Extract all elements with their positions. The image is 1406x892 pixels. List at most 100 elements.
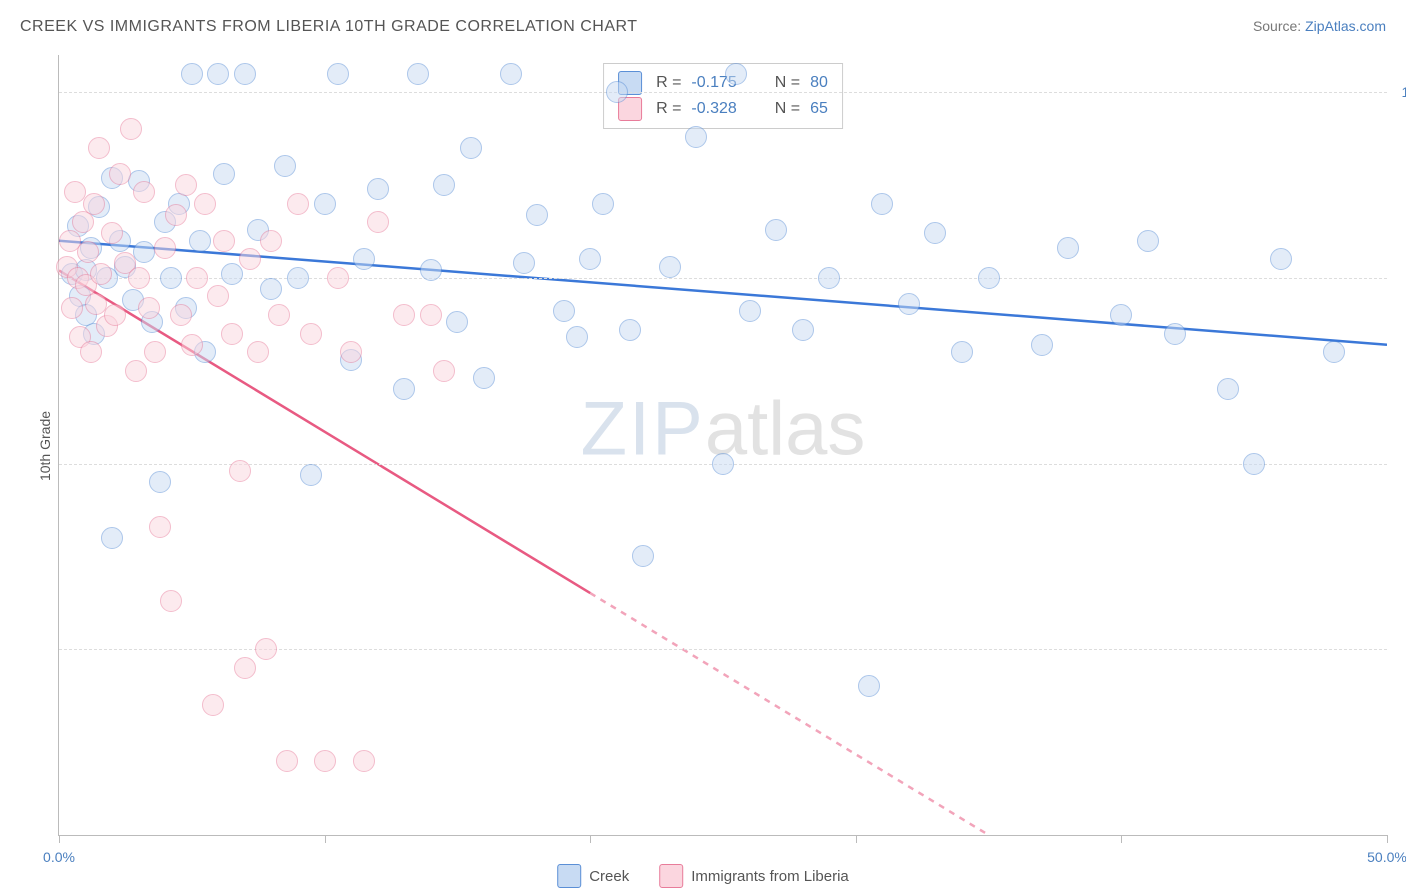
scatter-point <box>500 63 522 85</box>
scatter-point <box>234 657 256 679</box>
legend-swatch <box>659 864 683 888</box>
scatter-point <box>1137 230 1159 252</box>
scatter-point <box>207 63 229 85</box>
scatter-point <box>77 241 99 263</box>
source-link[interactable]: ZipAtlas.com <box>1305 18 1386 34</box>
scatter-point <box>221 263 243 285</box>
scatter-point <box>632 545 654 567</box>
scatter-point <box>592 193 614 215</box>
x-tick <box>1121 835 1122 843</box>
gridline-h <box>59 92 1387 93</box>
scatter-point <box>149 471 171 493</box>
scatter-point <box>526 204 548 226</box>
scatter-point <box>579 248 601 270</box>
scatter-point <box>340 341 362 363</box>
scatter-point <box>619 319 641 341</box>
scatter-point <box>213 230 235 252</box>
scatter-point <box>765 219 787 241</box>
scatter-point <box>88 137 110 159</box>
trend-lines <box>59 55 1387 835</box>
scatter-point <box>287 193 309 215</box>
source-attribution: Source: ZipAtlas.com <box>1253 18 1386 34</box>
scatter-point <box>125 360 147 382</box>
x-tick-label: 50.0% <box>1367 849 1406 865</box>
scatter-point <box>1110 304 1132 326</box>
trend-line <box>59 270 590 593</box>
scatter-point <box>924 222 946 244</box>
scatter-point <box>72 211 94 233</box>
stats-r-value: -0.328 <box>691 96 736 122</box>
scatter-point <box>566 326 588 348</box>
scatter-point <box>175 174 197 196</box>
scatter-point <box>446 311 468 333</box>
scatter-point <box>83 193 105 215</box>
scatter-point <box>1270 248 1292 270</box>
scatter-point <box>393 304 415 326</box>
scatter-point <box>898 293 920 315</box>
scatter-point <box>287 267 309 289</box>
scatter-point <box>149 516 171 538</box>
scatter-point <box>725 63 747 85</box>
scatter-point <box>165 204 187 226</box>
scatter-point <box>189 230 211 252</box>
scatter-point <box>133 241 155 263</box>
y-tick-label: 100.0% <box>1402 84 1406 100</box>
y-axis-label: 10th Grade <box>37 411 53 481</box>
scatter-point <box>80 341 102 363</box>
scatter-point <box>858 675 880 697</box>
stats-n-value: 65 <box>810 96 828 122</box>
scatter-point <box>260 278 282 300</box>
legend-item: Creek <box>557 864 629 888</box>
scatter-point <box>260 230 282 252</box>
scatter-point <box>951 341 973 363</box>
scatter-point <box>154 237 176 259</box>
scatter-point <box>207 285 229 307</box>
scatter-point <box>367 178 389 200</box>
x-tick-label: 0.0% <box>43 849 75 865</box>
scatter-point <box>300 464 322 486</box>
scatter-point <box>181 63 203 85</box>
scatter-point <box>659 256 681 278</box>
scatter-point <box>1031 334 1053 356</box>
scatter-point <box>420 259 442 281</box>
scatter-point <box>194 193 216 215</box>
x-tick <box>856 835 857 843</box>
scatter-point <box>128 267 150 289</box>
legend-label: Immigrants from Liberia <box>691 868 849 885</box>
gridline-h <box>59 278 1387 279</box>
x-tick <box>59 835 60 843</box>
scatter-point <box>1217 378 1239 400</box>
scatter-point <box>181 334 203 356</box>
stats-row: R =-0.328N =65 <box>618 96 828 122</box>
scatter-point <box>978 267 1000 289</box>
scatter-point <box>170 304 192 326</box>
scatter-point <box>274 155 296 177</box>
scatter-point <box>1243 453 1265 475</box>
x-tick <box>325 835 326 843</box>
scatter-point <box>160 267 182 289</box>
x-tick <box>590 835 591 843</box>
legend-label: Creek <box>589 868 629 885</box>
scatter-point <box>712 453 734 475</box>
legend-swatch <box>557 864 581 888</box>
scatter-point <box>460 137 482 159</box>
legend: Creek Immigrants from Liberia <box>557 864 849 888</box>
scatter-point <box>407 63 429 85</box>
scatter-point <box>239 248 261 270</box>
scatter-point <box>353 750 375 772</box>
legend-item: Immigrants from Liberia <box>659 864 849 888</box>
scatter-point <box>300 323 322 345</box>
scatter-point <box>314 193 336 215</box>
scatter-point <box>367 211 389 233</box>
scatter-point <box>1057 237 1079 259</box>
scatter-point <box>871 193 893 215</box>
scatter-point <box>229 460 251 482</box>
scatter-point <box>327 63 349 85</box>
scatter-point <box>513 252 535 274</box>
scatter-point <box>160 590 182 612</box>
scatter-point <box>202 694 224 716</box>
scatter-point <box>433 360 455 382</box>
scatter-point <box>327 267 349 289</box>
scatter-point <box>739 300 761 322</box>
scatter-point <box>685 126 707 148</box>
